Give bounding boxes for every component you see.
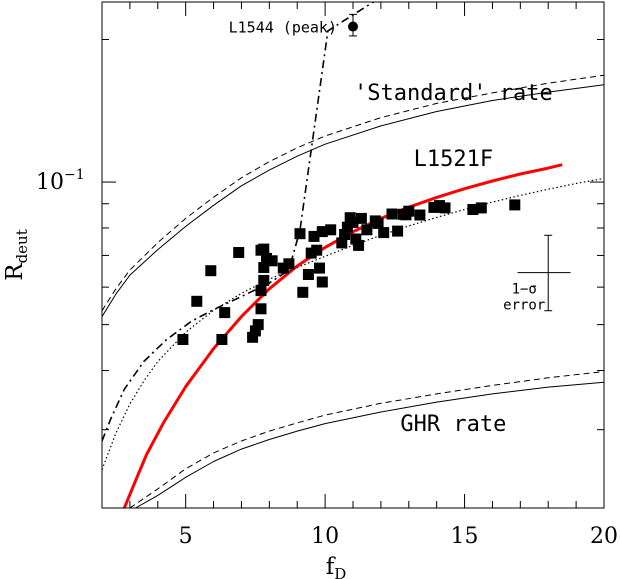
data-point (414, 209, 426, 221)
series-line-5 (102, 74, 604, 311)
data-point (261, 252, 272, 264)
data-point (302, 269, 314, 280)
y-tick-label-base: 10 (36, 170, 64, 195)
data-point (475, 202, 487, 214)
data-point (467, 204, 479, 215)
data-point (258, 243, 270, 255)
data-point (205, 265, 217, 277)
x-axis-label: fD (326, 554, 347, 579)
data-point (316, 226, 328, 238)
data-point (308, 230, 320, 242)
data-point (336, 237, 348, 249)
error-bar-label-line2: error (503, 298, 545, 314)
l1544-label: L1544 (peak) (229, 19, 337, 37)
annotation-1: L1521F (414, 147, 493, 172)
data-point (255, 285, 267, 297)
x-axis-label-main: f (326, 554, 336, 579)
data-point (350, 233, 362, 245)
l1544-point (348, 21, 358, 32)
x-tick-label: 5 (179, 524, 193, 549)
data-point (258, 274, 270, 286)
data-point (428, 201, 440, 213)
data-point (386, 208, 398, 220)
series-line-4 (102, 84, 604, 317)
data-point (355, 212, 367, 224)
y-tick-label: 10−1 (36, 167, 85, 195)
data-point (316, 276, 328, 288)
data-point (403, 205, 415, 217)
annotation-0: 'Standard' rate (354, 81, 553, 106)
data-point (378, 227, 390, 239)
data-point (277, 262, 289, 274)
x-tick-label: 10 (311, 524, 339, 549)
data-point (439, 202, 451, 214)
data-point (297, 286, 309, 298)
data-point (233, 247, 245, 258)
error-bar-label-line1: 1−σ (512, 282, 537, 298)
y-axis-label-main: R (2, 263, 28, 281)
data-point (258, 262, 270, 273)
series-line-1 (122, 163, 563, 508)
data-point (361, 224, 373, 236)
data-point (283, 258, 295, 270)
data-point (311, 244, 323, 256)
data-point (341, 221, 353, 233)
series-line-7 (129, 371, 604, 508)
data-point (252, 319, 264, 331)
plot-points (177, 199, 521, 345)
plot-lines (102, 2, 604, 508)
plot-frame (101, 1, 605, 509)
data-point (249, 325, 261, 337)
data-point (191, 295, 203, 307)
data-point (353, 239, 365, 251)
data-point (372, 217, 384, 229)
data-point (247, 331, 259, 343)
data-point (314, 262, 325, 274)
data-point (392, 225, 404, 237)
y-axis-label: Rdeut (2, 229, 31, 281)
data-point (325, 224, 337, 236)
x-tick-label: 20 (590, 524, 618, 549)
y-axis-label-sub: deut (13, 229, 31, 263)
series-line-6 (135, 381, 604, 508)
data-point (339, 229, 351, 240)
data-point (216, 334, 228, 345)
data-point (219, 307, 231, 319)
x-axis-label-sub: D (334, 565, 346, 579)
x-tick-label: 15 (451, 524, 479, 549)
data-point (347, 216, 359, 228)
data-point (266, 255, 278, 267)
data-point (509, 199, 521, 211)
data-point (255, 303, 267, 315)
series-line-3 (102, 2, 375, 442)
data-point (177, 334, 189, 345)
annotation-2: GHR rate (400, 412, 506, 437)
y-tick-label-exponent: −1 (64, 167, 85, 183)
data-point (294, 228, 306, 240)
